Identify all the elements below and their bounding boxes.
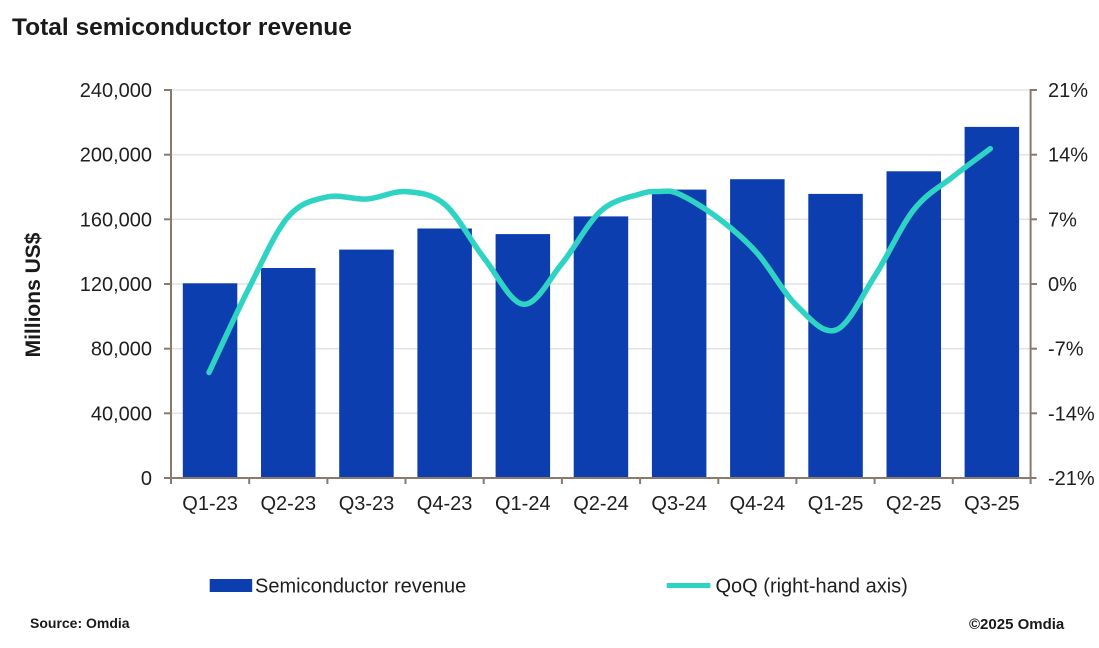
svg-text:Q4-24: Q4-24: [730, 493, 786, 515]
svg-text:Q3-23: Q3-23: [339, 493, 395, 515]
svg-text:120,000: 120,000: [80, 274, 152, 296]
svg-text:Q3-25: Q3-25: [964, 493, 1020, 515]
svg-text:0%: 0%: [1048, 274, 1077, 296]
svg-text:Q1-24: Q1-24: [495, 493, 551, 515]
svg-text:Q1-25: Q1-25: [808, 493, 864, 515]
svg-text:Source: Omdia: Source: Omdia: [30, 615, 130, 631]
svg-text:Total semiconductor revenue: Total semiconductor revenue: [12, 14, 352, 41]
svg-text:©2025 Omdia: ©2025 Omdia: [969, 616, 1065, 633]
svg-text:21%: 21%: [1048, 80, 1088, 102]
svg-text:Q3-24: Q3-24: [651, 493, 707, 515]
svg-text:Millions US$: Millions US$: [22, 232, 45, 357]
svg-text:-21%: -21%: [1048, 468, 1095, 490]
svg-text:80,000: 80,000: [91, 339, 152, 361]
svg-text:14%: 14%: [1048, 145, 1088, 167]
svg-text:7%: 7%: [1048, 209, 1077, 231]
svg-text:Semiconductor revenue: Semiconductor revenue: [255, 576, 466, 598]
svg-text:40,000: 40,000: [91, 403, 152, 425]
svg-text:160,000: 160,000: [80, 209, 152, 231]
svg-text:-7%: -7%: [1048, 339, 1084, 361]
svg-text:Q4-23: Q4-23: [417, 493, 473, 515]
svg-text:QoQ (right-hand axis): QoQ (right-hand axis): [716, 576, 908, 598]
svg-text:Q2-25: Q2-25: [886, 493, 942, 515]
svg-text:Q2-23: Q2-23: [261, 493, 317, 515]
svg-text:-14%: -14%: [1048, 403, 1095, 425]
svg-text:Q2-24: Q2-24: [573, 493, 629, 515]
svg-text:0: 0: [141, 468, 152, 490]
svg-text:240,000: 240,000: [80, 80, 152, 102]
svg-text:200,000: 200,000: [80, 145, 152, 167]
svg-text:Q1-23: Q1-23: [182, 493, 238, 515]
